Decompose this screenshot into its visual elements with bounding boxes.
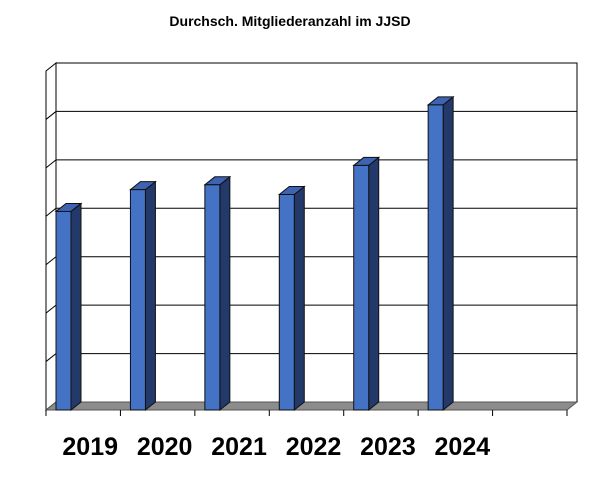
bar-side bbox=[368, 156, 380, 412]
gridline bbox=[45, 159, 577, 169]
bar bbox=[54, 202, 83, 412]
chart-walls bbox=[45, 61, 578, 412]
bar bbox=[277, 185, 306, 412]
bar bbox=[352, 156, 381, 412]
bar-front bbox=[204, 184, 221, 411]
bar-series bbox=[54, 95, 455, 412]
bar bbox=[426, 95, 455, 412]
chart-title: Durchsch. Mitgliederanzahl im JJSD bbox=[169, 13, 410, 29]
floor-plane bbox=[44, 401, 579, 411]
x-tick-label: 2022 bbox=[286, 433, 342, 461]
bar-front bbox=[278, 193, 295, 411]
gridline bbox=[45, 207, 577, 217]
bar-front bbox=[427, 104, 444, 411]
x-tick-label: 2019 bbox=[62, 433, 118, 461]
bar-side bbox=[144, 180, 156, 412]
bar-front bbox=[129, 189, 146, 411]
bar bbox=[129, 180, 157, 412]
bar-side bbox=[70, 202, 82, 412]
gridline bbox=[45, 110, 577, 120]
chart-floor bbox=[44, 401, 579, 416]
bar-side bbox=[293, 185, 305, 412]
gridlines bbox=[45, 110, 577, 362]
bar-side bbox=[442, 95, 454, 412]
bar bbox=[203, 175, 232, 412]
bar-side bbox=[219, 175, 231, 412]
x-tick-label: 2020 bbox=[137, 433, 193, 461]
x-axis-labels: 2019 2020 2021 2022 2023 2024 bbox=[62, 433, 490, 461]
bar-front bbox=[353, 164, 370, 411]
gridline bbox=[45, 304, 577, 314]
x-tick-label: 2023 bbox=[360, 433, 416, 461]
gridline bbox=[45, 256, 577, 266]
gridline bbox=[45, 353, 577, 362]
x-tick-label: 2024 bbox=[435, 433, 491, 461]
bar-front bbox=[55, 210, 72, 411]
x-tick-label: 2021 bbox=[211, 433, 267, 461]
